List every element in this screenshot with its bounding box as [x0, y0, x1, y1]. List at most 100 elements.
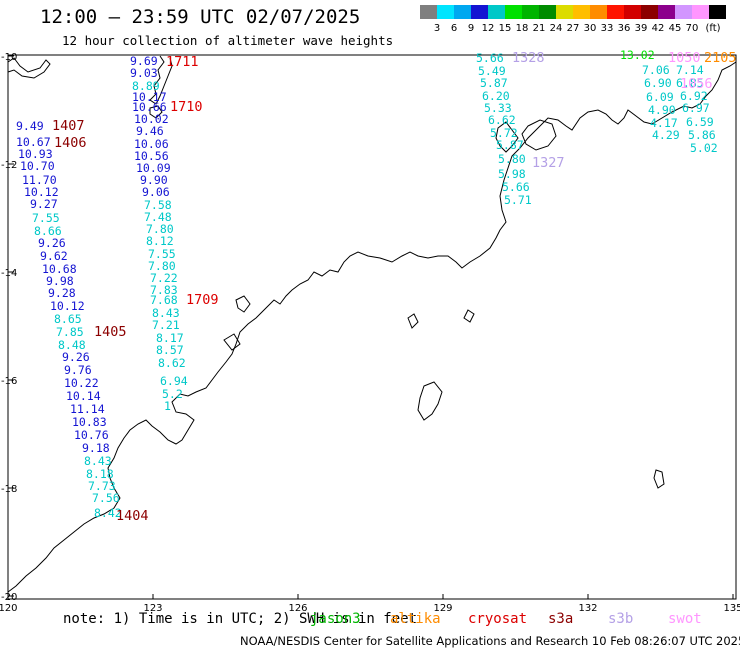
credit-line: NOAA/NESDIS Center for Satellite Applica… — [240, 634, 740, 648]
wave-height-obs: 8.89 — [132, 79, 160, 93]
wave-height-obs: 10.56 — [134, 149, 169, 163]
pass-id-label: 1056 — [680, 76, 713, 92]
colorbar-tick-label: 70 — [686, 23, 699, 34]
wave-height-obs: 7.22 — [150, 271, 178, 285]
pass-id-label: 1710 — [170, 99, 203, 115]
satellite-legend: jason3 altika cryosat s3a s3b swot — [0, 611, 740, 629]
pass-id-label: 1711 — [166, 54, 199, 70]
wave-height-obs: 5.02 — [690, 141, 718, 155]
colorbar-swatch — [420, 5, 437, 19]
wave-height-obs: 9.62 — [40, 249, 68, 263]
lat-tick-label: -16 — [1, 376, 17, 387]
lon-tick-label: 135 — [723, 603, 740, 614]
wave-height-obs: 10.76 — [74, 428, 109, 442]
wave-height-obs: 6.94 — [160, 374, 188, 388]
wave-height-obs: 9.98 — [46, 274, 74, 288]
wave-height-obs: 8.65 — [54, 312, 82, 326]
wave-height-obs: 10.12 — [50, 299, 85, 313]
wave-height-obs: 10.93 — [18, 147, 53, 161]
wave-height-obs: 10.70 — [20, 159, 55, 173]
lat-tick-label: -10 — [1, 52, 17, 63]
satellite-legend-cryosat: cryosat — [468, 611, 528, 627]
wave-height-obs: 5.49 — [478, 64, 506, 78]
wave-height-obs: 7.06 — [642, 63, 670, 77]
wave-height-obs: 9.26 — [38, 236, 66, 250]
lon-tick-label: 132 — [578, 603, 597, 614]
wave-height-colorbar: 3 6 9 12 15 18 21 24 27 30 33 36 39 42 45 70 (ft) — [420, 5, 726, 34]
colorbar-swatch — [692, 5, 709, 19]
lat-tick-label: -18 — [1, 484, 17, 495]
colorbar-swatch — [573, 5, 590, 19]
wave-height-obs: 9.03 — [130, 66, 158, 80]
wave-height-obs: 5.33 — [484, 101, 512, 115]
lon-tick-label: 120 — [0, 603, 18, 614]
pass-id-label: 1404 — [116, 508, 149, 524]
wave-height-obs: 7.58 — [144, 198, 172, 212]
wave-height-obs: 8.43 — [152, 306, 180, 320]
wave-height-obs: 13.02 — [620, 48, 655, 62]
colorbar-tick-label: 6 — [451, 23, 457, 34]
wave-height-obs: 7.80 — [148, 259, 176, 273]
colorbar-swatch — [454, 5, 471, 19]
wave-height-obs: 8.43 — [84, 454, 112, 468]
colorbar-swatch — [437, 5, 454, 19]
wave-height-obs: 9.27 — [30, 197, 58, 211]
colorbar-swatch — [658, 5, 675, 19]
pass-id-label: 1327 — [532, 155, 565, 171]
colorbar-tick-label: 21 — [533, 23, 546, 34]
lat-tick-label: -20 — [1, 592, 17, 603]
wave-height-obs: 7.73 — [88, 479, 116, 493]
colorbar-swatch — [522, 5, 539, 19]
wave-height-obs: 5.2 — [162, 387, 183, 401]
wave-height-obs: 8.57 — [156, 343, 184, 357]
wave-height-obs: 10.83 — [72, 415, 107, 429]
satellite-legend-swot: swot — [668, 611, 702, 627]
colorbar-swatch — [641, 5, 658, 19]
wave-height-obs: 7.14 — [676, 63, 704, 77]
wave-height-obs: 6.09 — [646, 90, 674, 104]
wave-height-obs: 6.97 — [682, 101, 710, 115]
wave-height-obs: 10.66 — [132, 100, 167, 114]
colorbar-tick-label: 18 — [516, 23, 529, 34]
wave-height-obs: 10.06 — [134, 137, 169, 151]
wave-height-obs: 5.87 — [480, 76, 508, 90]
lat-tick-label: -12 — [1, 160, 17, 171]
wave-height-obs: 5.80 — [498, 152, 526, 166]
wave-height-obs: 4.17 — [650, 116, 678, 130]
wave-height-obs: 7.21 — [152, 318, 180, 332]
wave-height-obs: 9.26 — [62, 350, 90, 364]
colorbar-tick-label: 45 — [669, 23, 682, 34]
coastline — [7, 55, 737, 593]
colorbar-swatch — [709, 5, 726, 19]
pass-id-label: 1709 — [186, 292, 219, 308]
satellite-legend-altika: altika — [390, 611, 441, 627]
wave-height-obs: 9.28 — [48, 286, 76, 300]
pass-id-label: 1406 — [54, 135, 87, 151]
colorbar-tick-label: 30 — [584, 23, 597, 34]
wave-height-obs: 10.12 — [24, 185, 59, 199]
lon-tick-label: 129 — [433, 603, 452, 614]
wave-height-obs: 7.48 — [144, 210, 172, 224]
wave-height-obs: 6.92 — [680, 89, 708, 103]
wave-height-obs: 8.12 — [146, 234, 174, 248]
pass-id-label: 1050 — [668, 50, 701, 66]
wave-height-obs: 1 — [164, 399, 171, 413]
wave-height-obs: 5.71 — [504, 193, 532, 207]
lat-tick-label: -14 — [1, 268, 17, 279]
wave-height-obs: 4.90 — [648, 103, 676, 117]
wave-height-obs: 10.17 — [132, 90, 167, 104]
colorbar-tick-label: 27 — [567, 23, 580, 34]
colorbar-swatch — [488, 5, 505, 19]
wave-height-obs: 8.18 — [86, 467, 114, 481]
wave-height-obs: 5.72 — [490, 126, 518, 140]
colorbar-tick-label: (ft) — [705, 23, 720, 34]
colorbar-tick-label: 15 — [499, 23, 512, 34]
colorbar-tick-label: 39 — [635, 23, 648, 34]
colorbar-swatch — [471, 5, 488, 19]
wave-height-obs: 6.62 — [488, 113, 516, 127]
wave-height-obs: 5.98 — [498, 167, 526, 181]
colorbar-tick-label: 36 — [618, 23, 631, 34]
axis-ticks: 120 123 126 129 132 135 -10 -12 -14 -16 -18 -20 — [0, 52, 740, 614]
wave-height-obs: 10.02 — [134, 112, 169, 126]
colorbar-tick-label: 3 — [434, 23, 440, 34]
